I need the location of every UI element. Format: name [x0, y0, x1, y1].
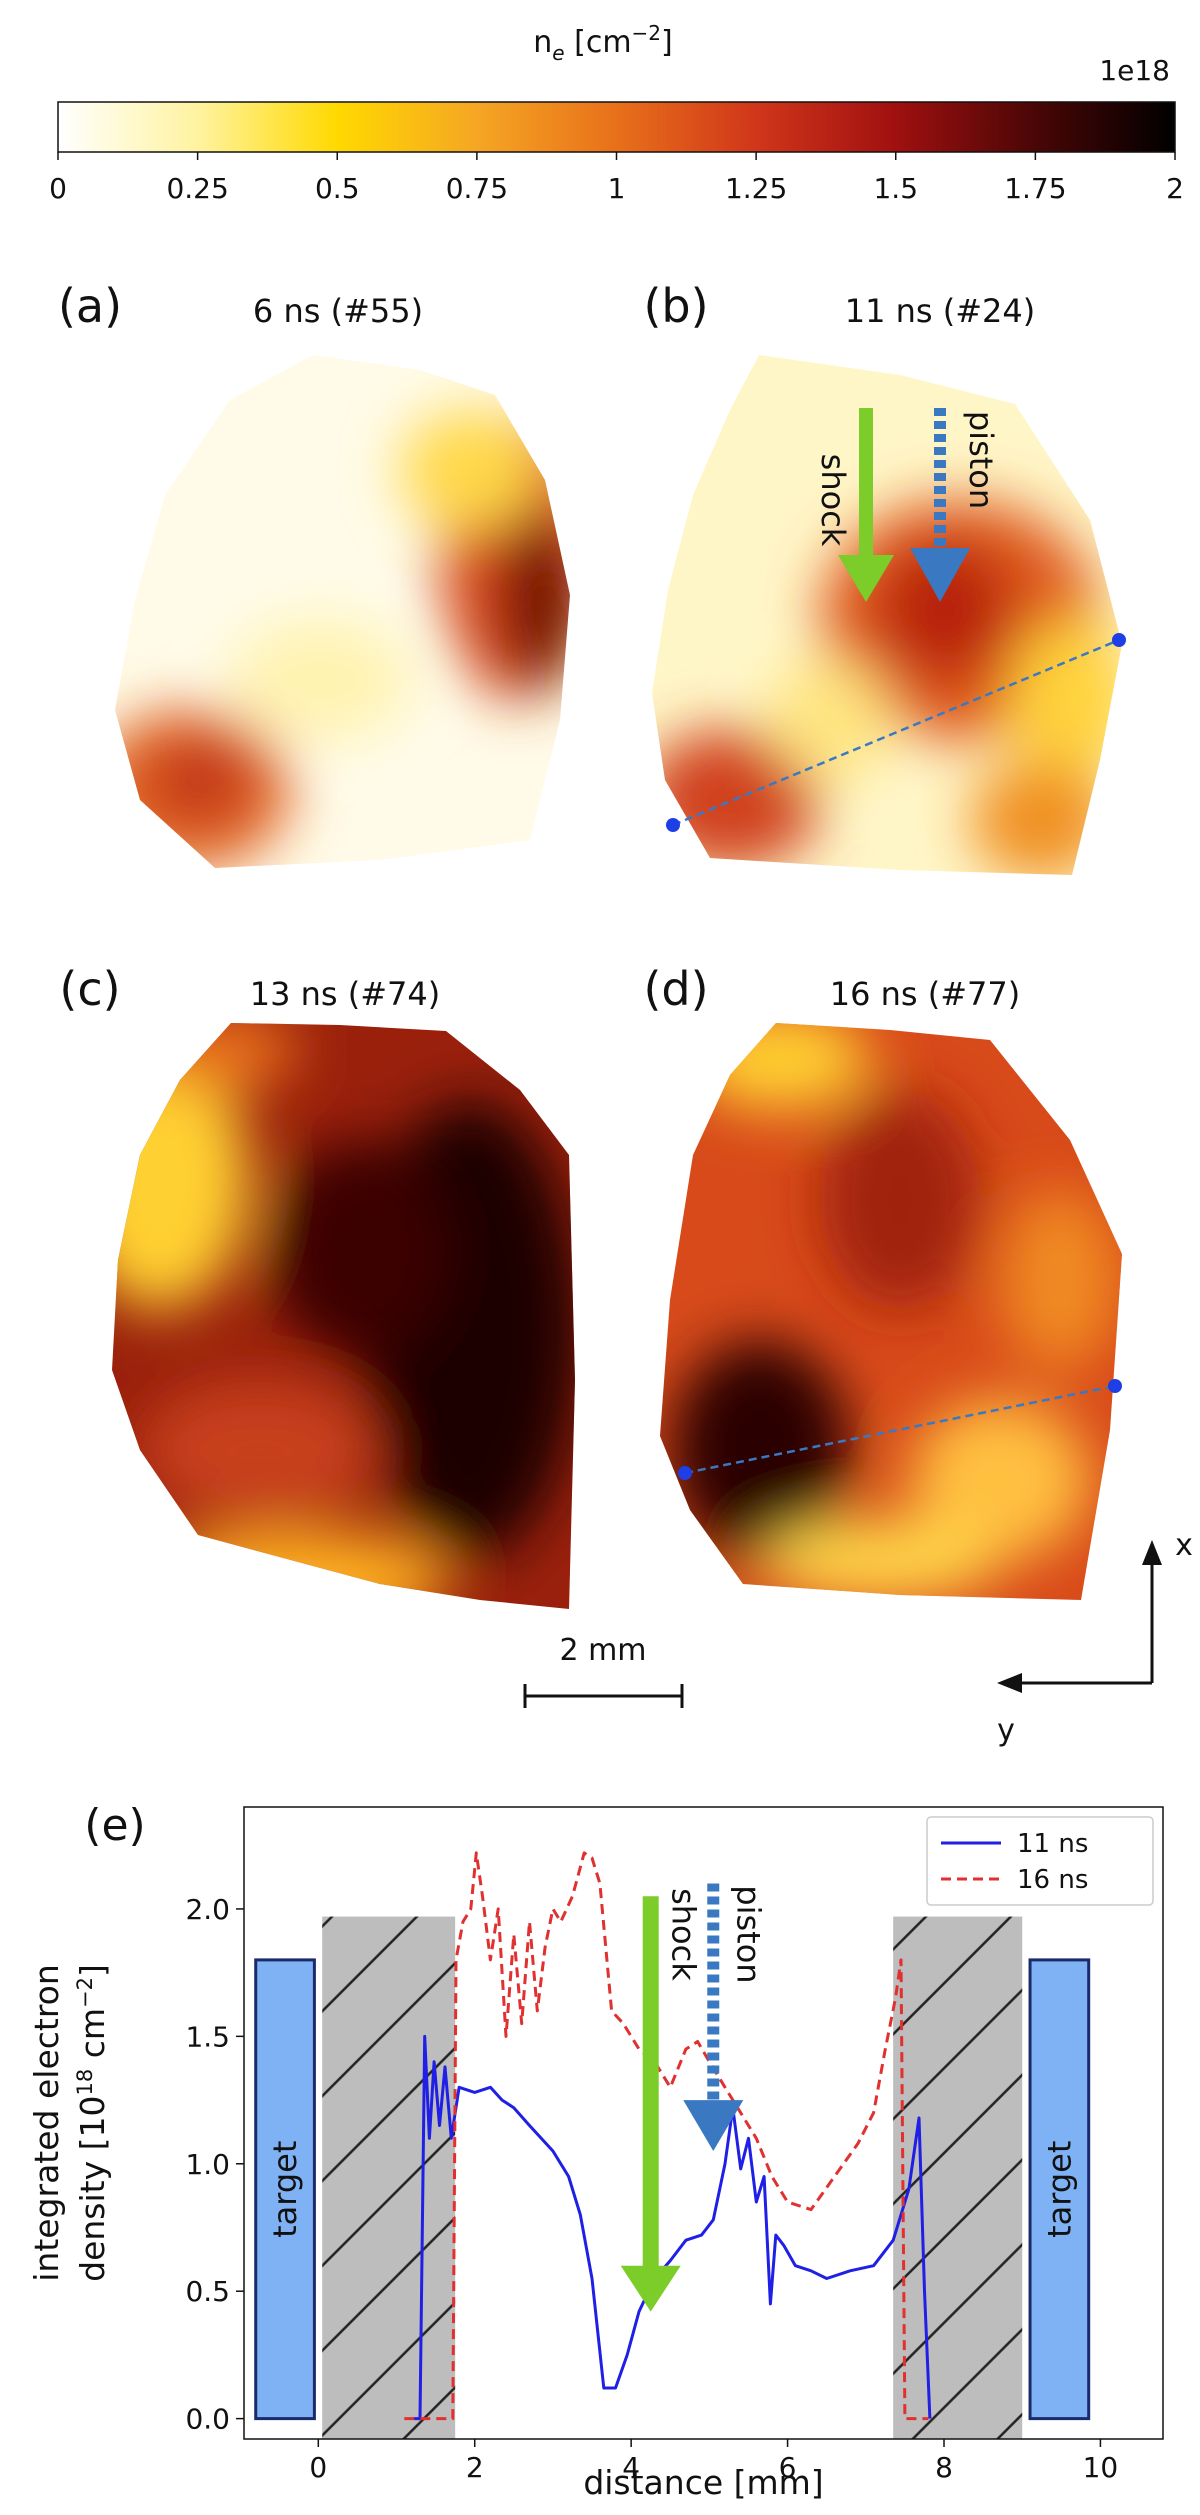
x-tick-label: 8	[935, 2451, 953, 2484]
y-tick-label: 2.0	[185, 1893, 230, 1926]
annotation: target	[266, 2141, 304, 2238]
density-map-d	[660, 1023, 1122, 1600]
colorbar-tick-label: 1.25	[725, 172, 787, 205]
colorbar-title-part: [cm	[565, 25, 632, 60]
y-axis-label: density [1018 cm−2]	[73, 1964, 112, 2282]
panel-label: (d)	[643, 962, 708, 1016]
shock-arrow-head	[838, 555, 894, 602]
legend-box	[926, 1816, 1154, 1906]
series-line	[404, 1851, 929, 2421]
legend-label: 16 ns	[1017, 1865, 1088, 1895]
y-tick-label: 1.5	[185, 2020, 230, 2053]
lineout	[684, 1384, 1116, 1475]
density-map-c	[112, 1023, 575, 1609]
y-tick-label: 0.5	[185, 2275, 230, 2308]
colorbar-offset-label: 1e18	[1099, 54, 1170, 87]
axis-arrow-head	[1142, 1540, 1162, 1565]
colorbar-tick-label: 0.25	[166, 172, 228, 205]
y-axis-label-part: 18	[73, 2069, 97, 2096]
panel-title: 11 ns (#24)	[845, 292, 1036, 330]
target	[1028, 1958, 1091, 2421]
piston-arrow-head	[910, 548, 970, 602]
y-axis-label: integrated electron	[27, 1964, 66, 2282]
annotation: piston	[729, 1885, 767, 1983]
axis-arrow-head	[997, 1673, 1022, 1693]
colorbar-tick-label: 1	[608, 172, 626, 205]
panel-title: 6 ns (#55)	[253, 292, 423, 330]
colorbar-title-part: n	[533, 25, 552, 60]
y-axis-label-part: cm	[73, 2008, 112, 2069]
y-tick-label: 1.0	[185, 2148, 230, 2181]
annotation: target	[1040, 2141, 1078, 2238]
x-tick-label: 6	[779, 2451, 797, 2484]
panel-title: 16 ns (#77)	[830, 975, 1021, 1013]
lineout-end	[678, 1466, 692, 1480]
shock-arrow-head	[620, 2265, 681, 2312]
axis-direction-label: x	[1175, 1528, 1193, 1563]
colorbar-tick-label: 0.75	[446, 172, 508, 205]
y-axis-label-part: ]	[73, 1964, 112, 1977]
x-tick-label: 2	[466, 2451, 484, 2484]
legend-label: 11 ns	[1017, 1829, 1088, 1859]
colorbar-title-part: −2	[632, 21, 661, 45]
axis-direction-label: y	[997, 1713, 1015, 1748]
colorbar-title-part: ]	[661, 25, 673, 60]
x-tick-label: 10	[1083, 2451, 1119, 2484]
scale-bar-label: 2 mm	[559, 1633, 646, 1668]
colorbar-tick-label: 1.75	[1004, 172, 1066, 205]
colorbar-tick-label: 2	[1166, 172, 1184, 205]
colorbar	[57, 101, 1176, 153]
panel-label: (e)	[84, 1800, 145, 1851]
series-line	[413, 2034, 932, 2421]
colorbar-tick-label: 1.5	[873, 172, 918, 205]
x-axis-label: distance [mm]	[583, 2463, 823, 2502]
annotation: piston	[962, 411, 1000, 509]
lineout	[672, 638, 1120, 827]
y-axis-label-part: integrated electron	[27, 1964, 66, 2282]
lineout-end	[1108, 1379, 1122, 1393]
y-axis-label-part: density [10	[73, 2096, 112, 2282]
panel-label: (c)	[59, 962, 120, 1016]
y-axis-label-part: −2	[73, 1977, 97, 2008]
colorbar-tick-label: 0	[49, 172, 67, 205]
holder	[322, 1916, 456, 2439]
colorbar-title-part: e	[552, 41, 564, 65]
annotation: shock	[665, 1888, 703, 1981]
colorbar-tick-label: 0.5	[315, 172, 360, 205]
lineout-end	[1112, 633, 1126, 647]
density-map-a	[115, 355, 570, 868]
y-tick-label: 0.0	[185, 2403, 230, 2436]
x-tick-label: 0	[309, 2451, 327, 2484]
piston-arrow-head	[683, 2100, 744, 2152]
target	[254, 1958, 316, 2421]
plot-frame	[243, 1806, 1164, 2440]
holder	[893, 1916, 1023, 2439]
panel-label: (b)	[643, 279, 708, 333]
panel-title: 13 ns (#74)	[250, 975, 441, 1013]
x-tick-label: 4	[622, 2451, 640, 2484]
panel-label: (a)	[58, 279, 122, 333]
lineout-end	[666, 818, 680, 832]
colorbar-title: ne [cm−2]	[533, 21, 673, 65]
annotation: shock	[814, 454, 852, 547]
